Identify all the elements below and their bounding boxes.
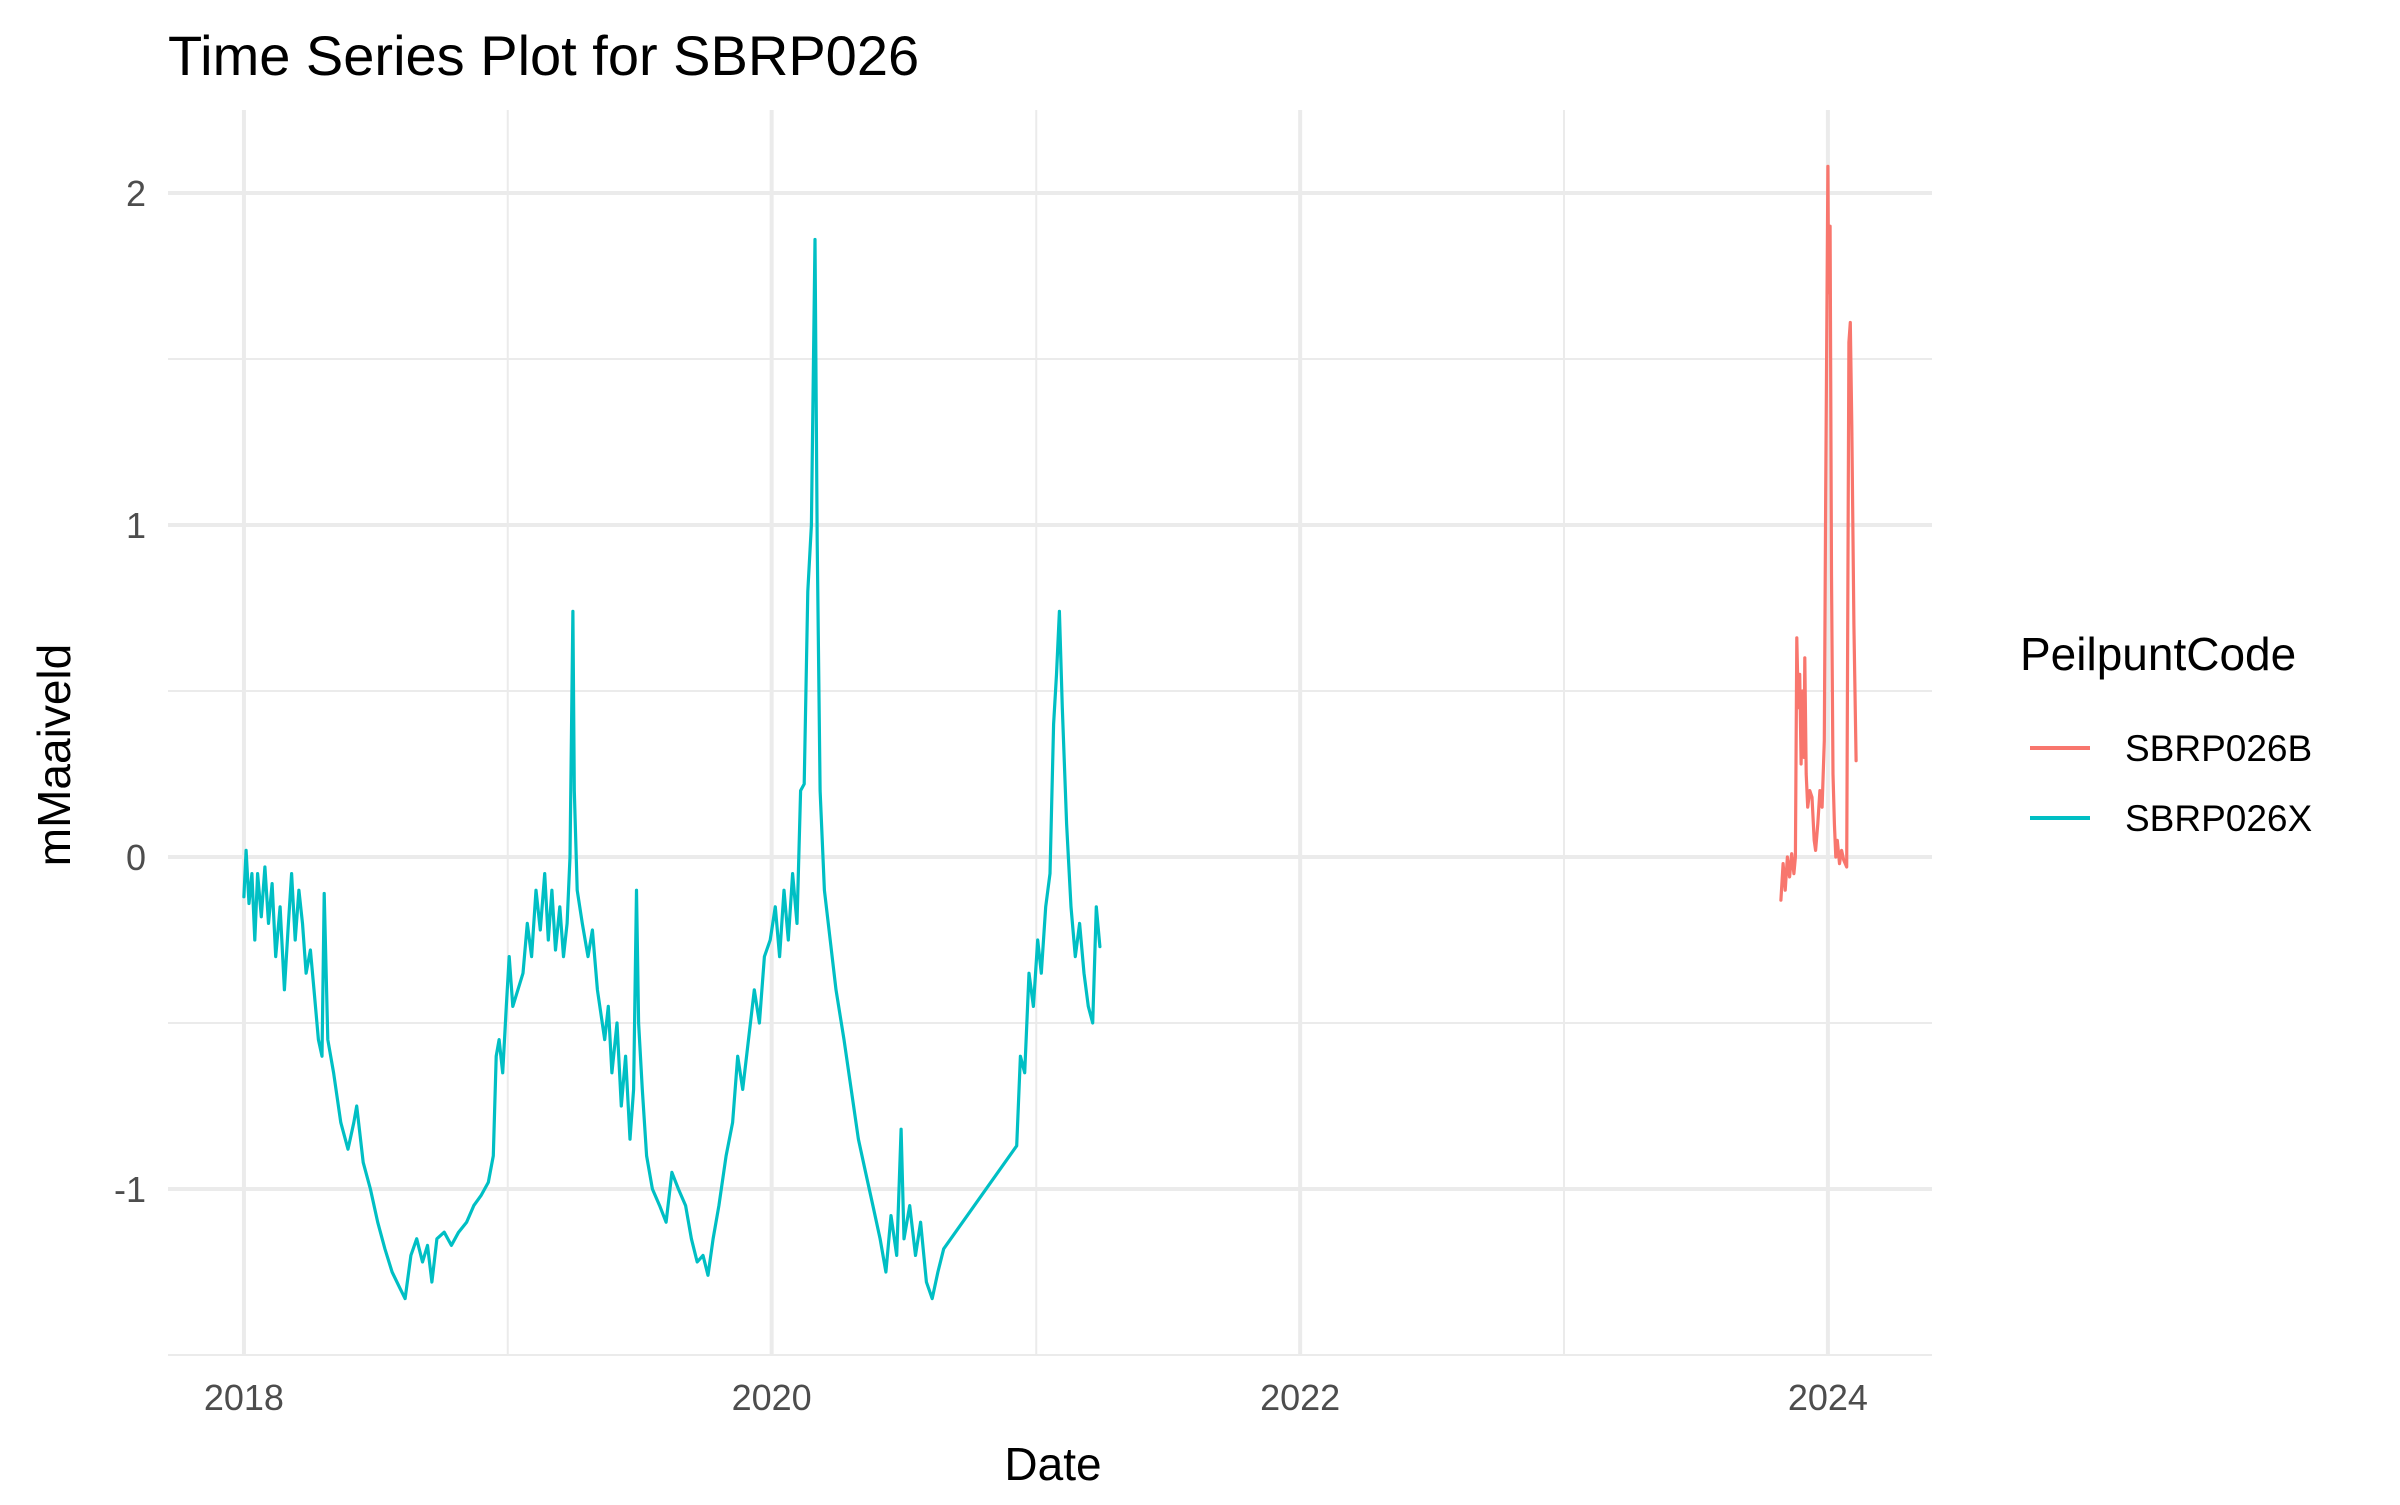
legend-title: PeilpuntCode: [2020, 628, 2296, 680]
y-tick-labels: -1 0 1 2: [114, 173, 146, 1210]
legend: PeilpuntCode SBRP026B SBRP026X: [2020, 628, 2312, 839]
series-line-sbrp026x: [242, 237, 1102, 1301]
grid-major: [168, 110, 1932, 1355]
y-axis-label: mMaaiveld: [28, 644, 80, 866]
legend-label-sbrp026b: SBRP026B: [2125, 728, 2312, 769]
x-tick-labels: 2018 2020 2022 2024: [204, 1377, 1868, 1418]
series-layer: [242, 164, 1858, 1301]
x-tick-label: 2022: [1260, 1377, 1340, 1418]
grid-minor: [168, 110, 1932, 1356]
legend-label-sbrp026x: SBRP026X: [2125, 798, 2312, 839]
x-tick-label: 2020: [732, 1377, 812, 1418]
x-axis-label: Date: [1004, 1438, 1101, 1490]
y-tick-label: 2: [126, 173, 146, 214]
series-line-sbrp026b: [1779, 164, 1858, 902]
y-tick-label: 1: [126, 505, 146, 546]
x-tick-label: 2024: [1788, 1377, 1868, 1418]
y-tick-label: -1: [114, 1169, 146, 1210]
chart-title: Time Series Plot for SBRP026: [168, 24, 919, 87]
y-tick-label: 0: [126, 837, 146, 878]
x-tick-label: 2018: [204, 1377, 284, 1418]
